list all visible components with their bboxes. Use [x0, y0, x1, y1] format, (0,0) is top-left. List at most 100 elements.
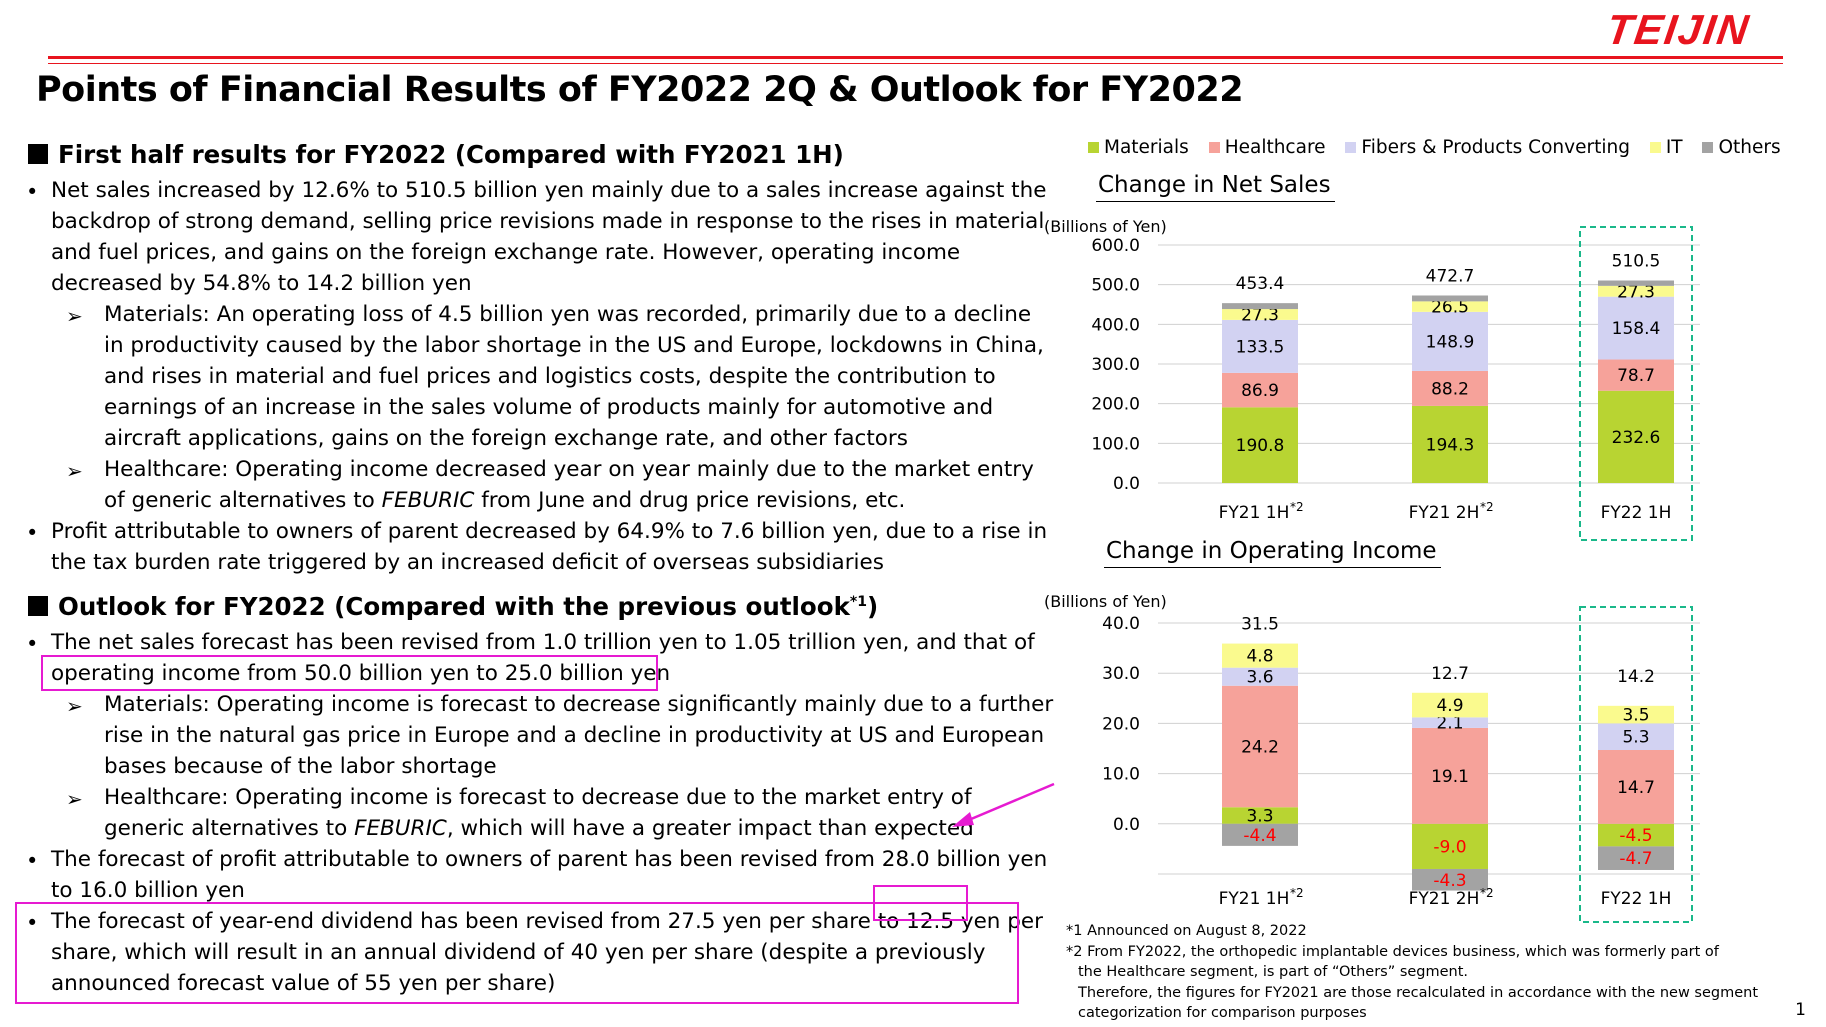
highlight-box-operating-income: [41, 655, 658, 691]
bar-segment: [1598, 823, 1674, 847]
square-bullet-icon: [28, 596, 48, 616]
data-label: -4.5: [1619, 826, 1652, 846]
section-heading-outlook: Outlook for FY2022 (Compared with the pr…: [28, 592, 878, 621]
highlight-box-fy22: [1579, 226, 1693, 541]
text-line: Net sales increased by 12.6% to 510.5 bi…: [51, 178, 1047, 203]
data-label: 4.8: [1246, 647, 1273, 667]
total-label: 12.7: [1431, 664, 1469, 684]
footnote-2-cont: Therefore, the figures for FY2021 are th…: [1078, 985, 1759, 1001]
bar-segment: [1222, 685, 1298, 808]
x-tick-label: FY22 1H: [1601, 503, 1672, 523]
bar-segment: [1598, 280, 1674, 286]
y-tick-label: 600.0: [1091, 236, 1140, 256]
data-label: 3.5: [1622, 706, 1649, 726]
page-number: 1: [1795, 1000, 1806, 1020]
data-label: 86.9: [1241, 381, 1279, 401]
text-line: generic alternatives to FEBURIC, which w…: [104, 813, 974, 844]
x-tick-footnote-ref: *2: [1290, 886, 1304, 900]
text-span: from June and drug price revisions, etc.: [474, 488, 906, 513]
legend-item-fibers: Fibers & Products Converting: [1345, 137, 1630, 158]
bar-segment: [1598, 296, 1674, 360]
page-title: Points of Financial Results of FY2022 2Q…: [36, 70, 1244, 110]
bar-segment: [1222, 407, 1298, 483]
bullet-icon: •: [26, 911, 39, 935]
total-label: 510.5: [1612, 252, 1661, 272]
arrow-bullet-icon: ➢: [66, 459, 83, 483]
y-tick-label: 40.0: [1102, 614, 1140, 634]
data-label: 148.9: [1426, 332, 1475, 352]
y-tick-label: 100.0: [1091, 434, 1140, 454]
data-label: -9.0: [1433, 837, 1466, 857]
legend-swatch: [1208, 142, 1220, 153]
data-label: 88.2: [1431, 379, 1469, 399]
text-line: Healthcare: Operating income decreased y…: [104, 457, 1034, 482]
y-axis-title: (Billions of Yen): [1044, 217, 1167, 236]
data-label: 4.9: [1436, 696, 1463, 716]
legend-label: Fibers & Products Converting: [1361, 137, 1630, 158]
total-label: 453.4: [1236, 274, 1285, 294]
arrow-bullet-icon: ➢: [66, 787, 83, 811]
x-tick-label: FY21 2H: [1409, 889, 1480, 909]
legend-label: Healthcare: [1224, 137, 1326, 158]
x-tick-footnote-ref: *2: [1480, 886, 1494, 900]
bar-segment: [1412, 301, 1488, 312]
bar-segment: [1412, 405, 1488, 483]
bar-segment: [1222, 823, 1298, 846]
teijin-logo: TEIJIN: [1604, 6, 1754, 53]
text-line: and rises in material and fuel prices an…: [104, 364, 996, 389]
legend-item-materials: Materials: [1088, 137, 1189, 158]
data-label: 133.5: [1236, 337, 1285, 357]
chart-legend: Materials Healthcare Fibers & Products C…: [1088, 137, 1795, 158]
text-line: rise in the natural gas price in Europe …: [104, 723, 1045, 748]
data-label: 14.7: [1617, 778, 1655, 798]
highlight-box-dividend: [15, 902, 1019, 1004]
section-heading-first-half: First half results for FY2022 (Compared …: [28, 140, 844, 169]
bar-segment: [1222, 643, 1298, 668]
text-line: in productivity caused by the labor shor…: [104, 333, 1044, 358]
footnote-2-cont: the Healthcare segment, is part of “Othe…: [1078, 964, 1469, 980]
text-span: The forecast of year-end dividend has be…: [51, 909, 907, 934]
bar-segment: [1222, 372, 1298, 408]
text-line: Materials: An operating loss of 4.5 bill…: [104, 302, 1032, 327]
legend-swatch: [1649, 142, 1661, 153]
bullet-icon: •: [26, 180, 39, 204]
footnote-1: *1 Announced on August 8, 2022: [1066, 923, 1307, 939]
data-label: -4.3: [1433, 871, 1466, 891]
data-label: 27.3: [1617, 282, 1655, 302]
text-line: operating income from 50.0 billion yen t…: [51, 661, 671, 686]
data-label: 26.5: [1431, 298, 1469, 318]
legend-label: Materials: [1104, 137, 1189, 158]
text-span: per: [1000, 909, 1043, 934]
bar-segment: [1222, 303, 1298, 310]
text-line: earnings of an increase in the sales vol…: [104, 395, 994, 420]
text-line: of generic alternatives to FEBURIC from …: [104, 485, 905, 516]
text-line: decreased by 54.8% to 14.2 billion yen: [51, 271, 472, 296]
bullet-icon: •: [26, 521, 39, 545]
bar-segment: [1598, 750, 1674, 824]
annotation-arrow-icon: [952, 782, 1055, 827]
arrow-bullet-icon: ➢: [66, 304, 83, 328]
footnote-2: *2 From FY2022, the orthopedic implantab…: [1066, 944, 1719, 960]
text-line: The forecast of year-end dividend has be…: [51, 906, 1043, 937]
bar-segment: [1598, 723, 1674, 751]
text-line: The net sales forecast has been revised …: [51, 630, 1035, 655]
data-label: 190.8: [1236, 436, 1285, 456]
legend-swatch: [1702, 142, 1714, 153]
text-span: generic alternatives to: [104, 816, 355, 841]
text-line: aircraft applications, gains on the fore…: [104, 426, 908, 451]
net-sales-chart-title: Change in Net Sales: [1096, 172, 1335, 202]
legend-label: IT: [1665, 137, 1683, 158]
data-label: -4.7: [1619, 849, 1652, 869]
bar-segment: [1412, 692, 1488, 718]
product-name: FEBURIC: [354, 816, 447, 841]
y-tick-label: 200.0: [1091, 395, 1140, 415]
bar-segment: [1412, 823, 1488, 869]
text-line: Healthcare: Operating income is forecast…: [104, 785, 972, 810]
y-axis-title: (Billions of Yen): [1044, 592, 1167, 611]
header-rule: [48, 56, 1783, 59]
y-tick-label: 20.0: [1102, 714, 1140, 734]
text-line: Profit attributable to owners of parent …: [51, 519, 1048, 544]
bullet-icon: •: [26, 849, 39, 873]
data-label: 2.1: [1436, 714, 1463, 734]
data-label: 3.3: [1246, 807, 1273, 827]
